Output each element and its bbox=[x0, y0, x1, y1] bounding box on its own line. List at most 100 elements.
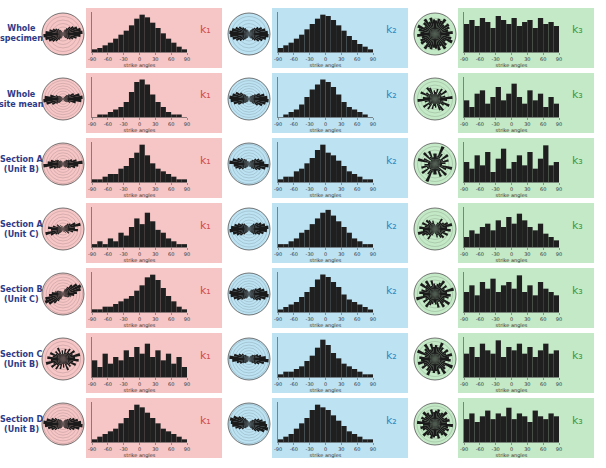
svg-text:strike angles: strike angles bbox=[310, 192, 342, 199]
svg-text:-90: -90 bbox=[460, 56, 468, 62]
svg-text:60: 60 bbox=[540, 251, 546, 257]
svg-text:0: 0 bbox=[324, 121, 327, 127]
svg-text:-60: -60 bbox=[476, 316, 484, 322]
svg-text:-60: -60 bbox=[104, 56, 112, 62]
svg-text:Section C(Unit B): Section C(Unit B) bbox=[0, 350, 42, 369]
svg-text:-30: -30 bbox=[120, 56, 128, 62]
svg-text:-30: -30 bbox=[306, 186, 314, 192]
svg-text:-90: -90 bbox=[274, 381, 282, 387]
svg-text:90: 90 bbox=[556, 446, 562, 452]
svg-text:30: 30 bbox=[338, 251, 344, 257]
svg-text:90: 90 bbox=[556, 56, 562, 62]
svg-text:-90: -90 bbox=[274, 56, 282, 62]
svg-text:-30: -30 bbox=[306, 56, 314, 62]
svg-text:Wholespecimen: Wholespecimen bbox=[0, 24, 43, 43]
svg-text:k₁: k₁ bbox=[200, 154, 211, 167]
svg-text:k₂: k₂ bbox=[386, 219, 397, 232]
svg-text:30: 30 bbox=[152, 121, 158, 127]
svg-text:strike angles: strike angles bbox=[124, 452, 156, 459]
svg-text:-90: -90 bbox=[274, 251, 282, 257]
svg-text:30: 30 bbox=[338, 446, 344, 452]
svg-text:-90: -90 bbox=[88, 446, 96, 452]
svg-text:60: 60 bbox=[168, 446, 174, 452]
svg-text:-30: -30 bbox=[306, 316, 314, 322]
svg-text:strike angles: strike angles bbox=[124, 62, 156, 69]
svg-text:k₁: k₁ bbox=[200, 88, 211, 101]
svg-text:60: 60 bbox=[168, 121, 174, 127]
svg-text:0: 0 bbox=[138, 381, 141, 387]
svg-text:-30: -30 bbox=[120, 381, 128, 387]
svg-text:-90: -90 bbox=[274, 446, 282, 452]
svg-text:60: 60 bbox=[540, 186, 546, 192]
svg-text:90: 90 bbox=[556, 381, 562, 387]
svg-text:k₁: k₁ bbox=[200, 219, 211, 232]
svg-text:30: 30 bbox=[338, 186, 344, 192]
svg-text:strike angles: strike angles bbox=[310, 62, 342, 69]
svg-text:k₂: k₂ bbox=[386, 414, 397, 427]
svg-text:90: 90 bbox=[184, 316, 190, 322]
svg-text:-30: -30 bbox=[492, 381, 500, 387]
svg-text:30: 30 bbox=[524, 446, 530, 452]
svg-text:-30: -30 bbox=[120, 446, 128, 452]
svg-text:strike angles: strike angles bbox=[124, 322, 156, 329]
svg-text:0: 0 bbox=[510, 446, 513, 452]
svg-text:-60: -60 bbox=[290, 381, 298, 387]
svg-text:-60: -60 bbox=[104, 316, 112, 322]
svg-text:30: 30 bbox=[524, 316, 530, 322]
svg-text:90: 90 bbox=[370, 316, 376, 322]
svg-text:strike angles: strike angles bbox=[124, 192, 156, 199]
svg-text:60: 60 bbox=[354, 446, 360, 452]
svg-text:0: 0 bbox=[138, 446, 141, 452]
svg-text:90: 90 bbox=[556, 316, 562, 322]
svg-text:k₂: k₂ bbox=[386, 88, 397, 101]
svg-text:-30: -30 bbox=[492, 121, 500, 127]
svg-text:30: 30 bbox=[338, 381, 344, 387]
svg-text:90: 90 bbox=[184, 121, 190, 127]
svg-text:k₁: k₁ bbox=[200, 23, 211, 36]
svg-text:k₂: k₂ bbox=[386, 349, 397, 362]
svg-text:0: 0 bbox=[138, 186, 141, 192]
svg-text:0: 0 bbox=[324, 251, 327, 257]
svg-text:30: 30 bbox=[152, 186, 158, 192]
svg-text:90: 90 bbox=[556, 121, 562, 127]
svg-text:30: 30 bbox=[152, 251, 158, 257]
svg-text:30: 30 bbox=[524, 121, 530, 127]
svg-text:strike angles: strike angles bbox=[496, 192, 528, 199]
svg-text:Section A(Unit B): Section A(Unit B) bbox=[0, 155, 43, 174]
svg-text:-90: -90 bbox=[460, 446, 468, 452]
svg-text:-90: -90 bbox=[460, 316, 468, 322]
svg-text:k₃: k₃ bbox=[572, 414, 583, 427]
svg-text:-60: -60 bbox=[476, 121, 484, 127]
svg-text:strike angles: strike angles bbox=[310, 127, 342, 134]
svg-text:-60: -60 bbox=[104, 446, 112, 452]
svg-text:90: 90 bbox=[184, 251, 190, 257]
svg-text:0: 0 bbox=[324, 381, 327, 387]
svg-text:strike angles: strike angles bbox=[496, 127, 528, 134]
svg-text:k₂: k₂ bbox=[386, 284, 397, 297]
svg-text:k₃: k₃ bbox=[572, 88, 583, 101]
svg-text:60: 60 bbox=[540, 381, 546, 387]
svg-text:strike angles: strike angles bbox=[310, 322, 342, 329]
svg-text:-30: -30 bbox=[306, 251, 314, 257]
svg-text:k₃: k₃ bbox=[572, 349, 583, 362]
svg-text:60: 60 bbox=[168, 381, 174, 387]
svg-text:-60: -60 bbox=[476, 251, 484, 257]
svg-text:30: 30 bbox=[338, 121, 344, 127]
svg-text:strike angles: strike angles bbox=[496, 387, 528, 394]
svg-text:0: 0 bbox=[510, 316, 513, 322]
svg-text:60: 60 bbox=[354, 186, 360, 192]
svg-text:90: 90 bbox=[370, 186, 376, 192]
svg-text:-90: -90 bbox=[88, 121, 96, 127]
svg-text:60: 60 bbox=[540, 316, 546, 322]
svg-text:-60: -60 bbox=[290, 446, 298, 452]
svg-text:strike angles: strike angles bbox=[124, 127, 156, 134]
svg-text:-90: -90 bbox=[460, 186, 468, 192]
svg-text:-30: -30 bbox=[492, 316, 500, 322]
svg-text:60: 60 bbox=[540, 446, 546, 452]
svg-text:0: 0 bbox=[138, 121, 141, 127]
svg-text:30: 30 bbox=[524, 381, 530, 387]
svg-text:-30: -30 bbox=[120, 316, 128, 322]
svg-text:60: 60 bbox=[168, 56, 174, 62]
svg-text:60: 60 bbox=[168, 316, 174, 322]
svg-text:k₁: k₁ bbox=[200, 284, 211, 297]
